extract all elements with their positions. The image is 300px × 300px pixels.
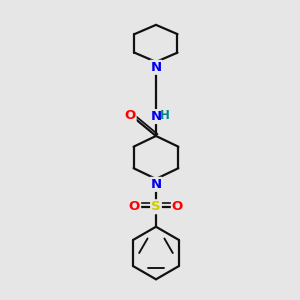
Text: N: N <box>150 178 161 191</box>
Text: S: S <box>151 200 161 213</box>
Text: O: O <box>124 109 136 122</box>
Text: H: H <box>159 109 169 122</box>
Text: N: N <box>150 61 161 74</box>
Text: O: O <box>172 200 183 213</box>
Text: N: N <box>150 110 161 123</box>
Text: O: O <box>129 200 140 213</box>
